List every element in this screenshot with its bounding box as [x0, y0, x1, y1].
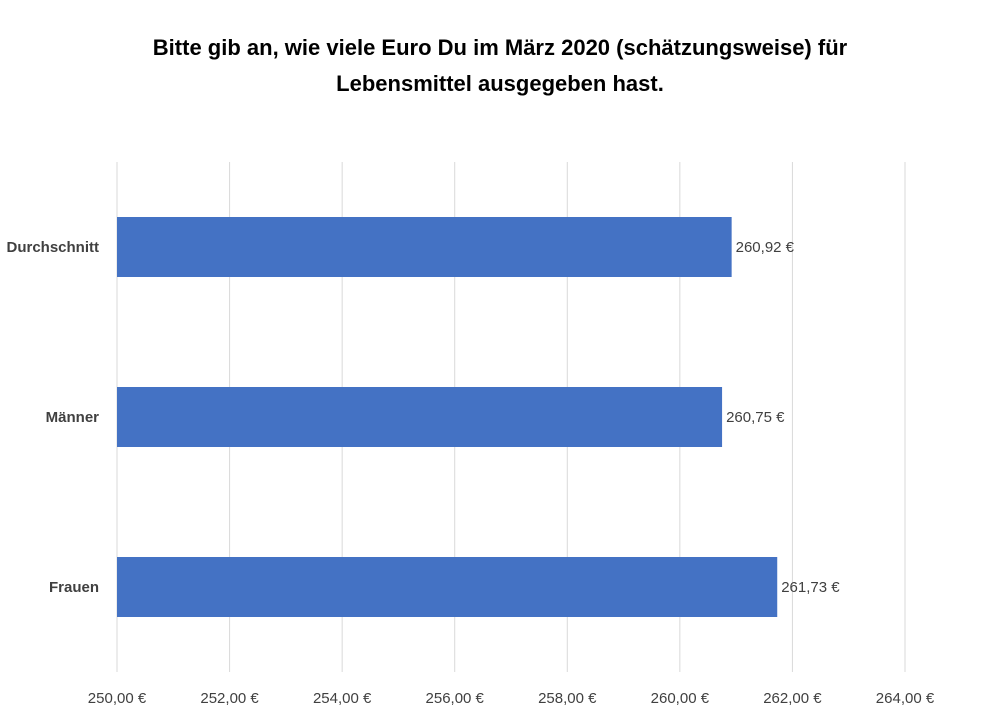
chart-title-line-1: Bitte gib an, wie viele Euro Du im März … — [152, 35, 848, 60]
labels: 250,00 € 252,00 € 254,00 € 256,00 € 258,00 €… — [6, 239, 934, 707]
x-tick-label: 264,00 € — [876, 690, 935, 707]
chart-title-line-2: Lebensmittel ausgegeben hast. — [336, 71, 664, 96]
category-label: Frauen — [49, 579, 99, 596]
category-label: Männer — [46, 409, 100, 426]
data-label: 260,75 € — [726, 409, 785, 426]
x-tick-label: 262,00 € — [763, 690, 822, 707]
data-label: 261,73 € — [781, 579, 840, 596]
data-label: 260,92 € — [736, 239, 795, 256]
x-tick-label: 256,00 € — [426, 690, 485, 707]
bars — [117, 217, 778, 617]
x-tick-label: 260,00 € — [651, 690, 710, 707]
bar-m-nner — [117, 387, 723, 447]
x-tick-label: 250,00 € — [88, 690, 147, 707]
x-tick-label: 258,00 € — [538, 690, 597, 707]
x-tick-label: 252,00 € — [200, 690, 259, 707]
bar-durchschnitt — [117, 217, 732, 277]
category-label: Durchschnitt — [6, 239, 99, 256]
bar-frauen — [117, 557, 778, 617]
chart-title: Bitte gib an, wie viele Euro Du im März … — [0, 30, 1000, 102]
x-tick-label: 254,00 € — [313, 690, 372, 707]
